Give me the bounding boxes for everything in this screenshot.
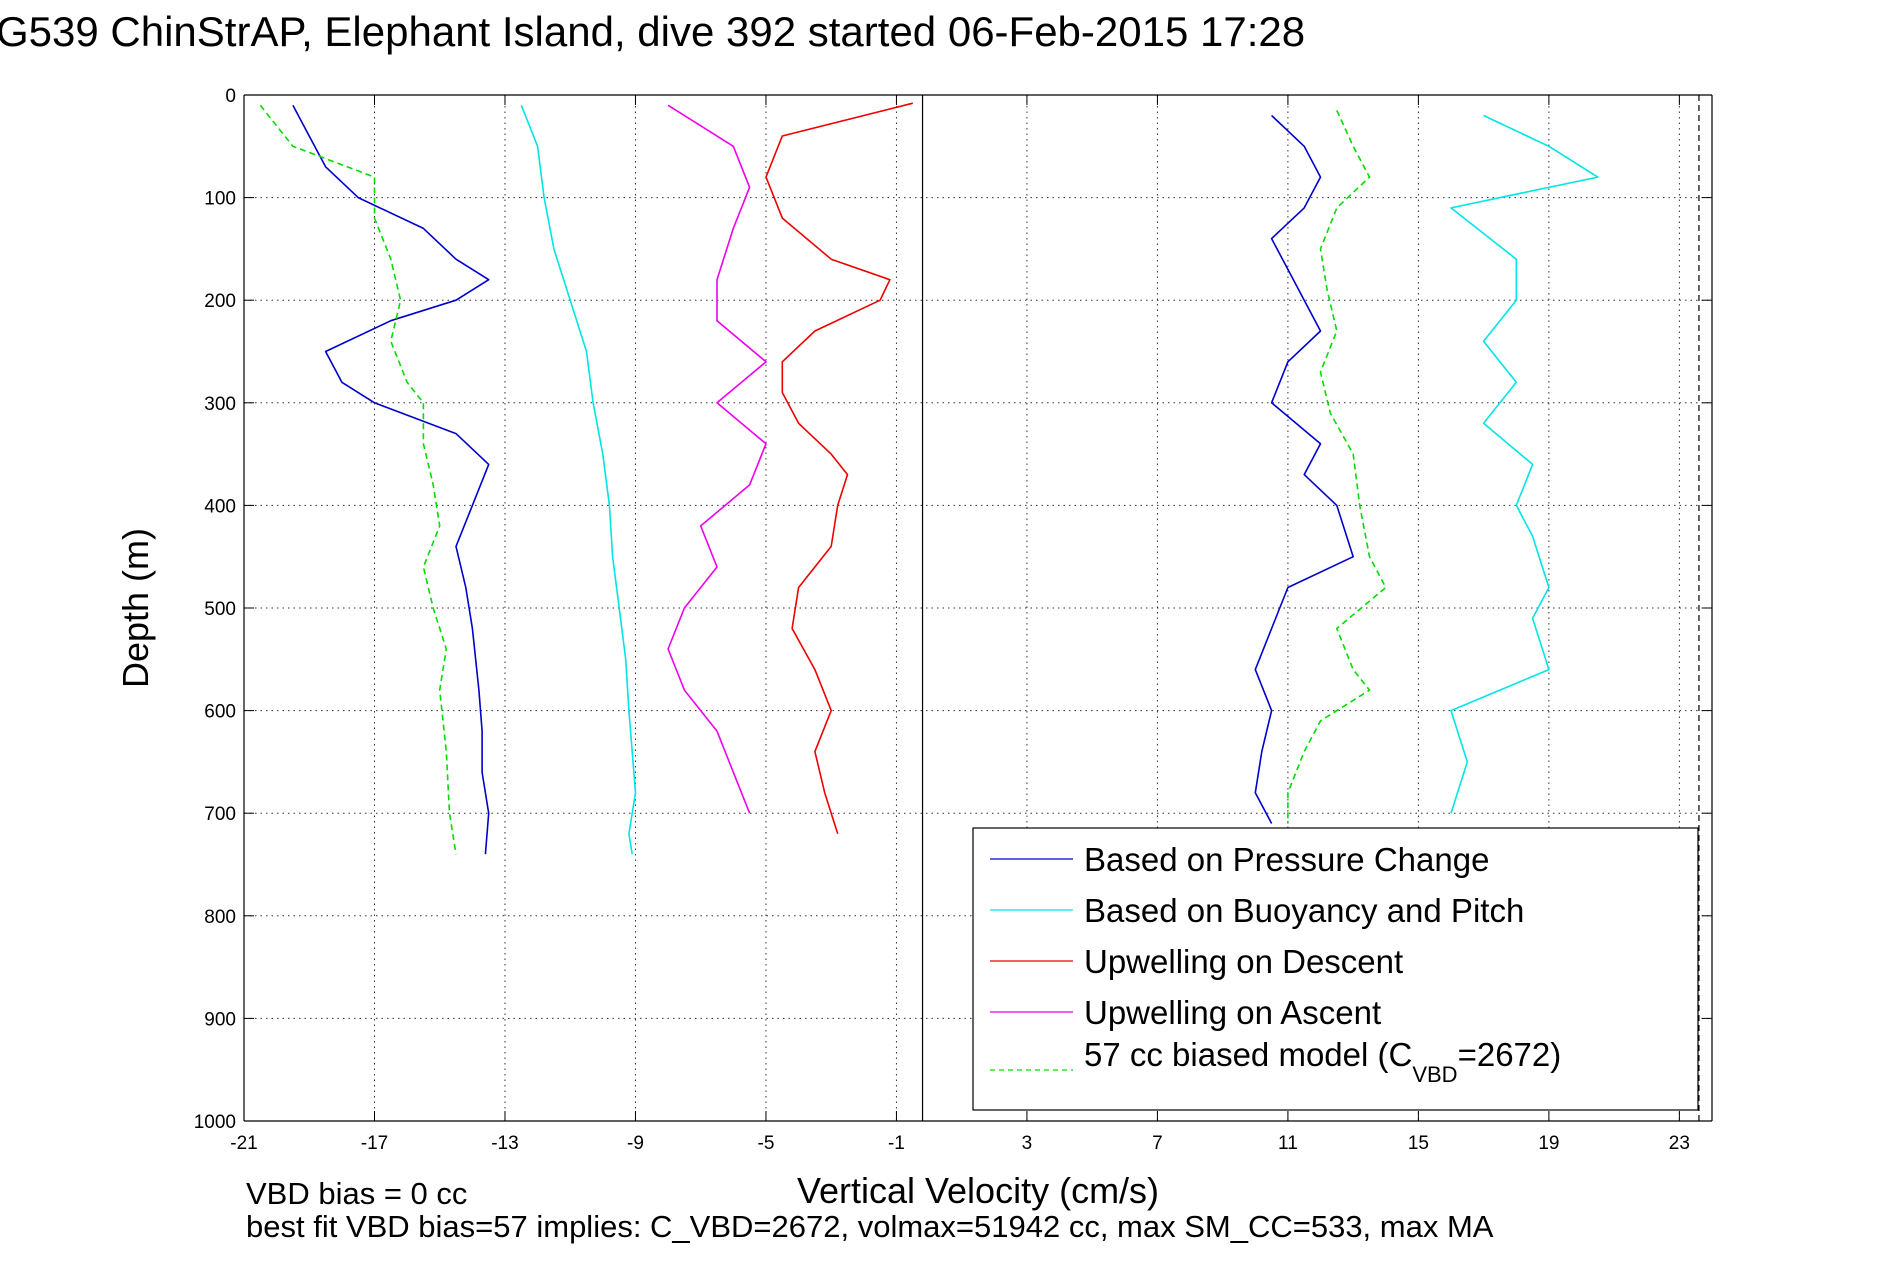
x-tick-label: -13 <box>491 1133 518 1154</box>
legend-box <box>972 827 1699 1111</box>
y-tick-label: 500 <box>204 599 236 620</box>
x-tick-label: 7 <box>1152 1133 1163 1154</box>
legend-label-model-main: 57 cc biased model (C <box>1084 1036 1412 1073</box>
y-tick-label: 300 <box>204 394 236 415</box>
y-tick-label: 700 <box>204 804 236 825</box>
reference-lines <box>921 95 1700 1121</box>
x-tick-label: 15 <box>1408 1133 1429 1154</box>
series-line-4 <box>765 102 913 834</box>
y-tick-label: 100 <box>204 189 236 210</box>
x-axis-ticks: -21 -17 -13 -9 -5 -1 3 7 11 15 19 23 <box>230 95 1690 1154</box>
series-line-6 <box>259 104 457 855</box>
legend-label-model-sub: VBD <box>1412 1062 1457 1087</box>
x-axis-label: Vertical Velocity (cm/s) <box>797 1170 1159 1211</box>
x-tick-label: 11 <box>1278 1133 1298 1154</box>
legend-label-buoyancy: Based on Buoyancy and Pitch <box>1084 892 1524 929</box>
series-line-0 <box>292 104 490 855</box>
legend-label-model-suffix: =2672) <box>1458 1036 1562 1073</box>
chart-title: G539 ChinStrAP, Elephant Island, dive 39… <box>0 8 1305 55</box>
x-tick-label: -21 <box>230 1133 257 1154</box>
legend-label-pressure: Based on Pressure Change <box>1084 841 1489 878</box>
y-axis-ticks: 0 100 200 300 400 500 600 700 800 900 1000 <box>194 86 1712 1133</box>
x-tick-label: 3 <box>1022 1133 1033 1154</box>
x-tick-label: -1 <box>888 1133 905 1154</box>
y-tick-label: 400 <box>204 496 236 517</box>
legend-label-descent: Upwelling on Descent <box>1084 943 1403 980</box>
legend-label-model: 57 cc biased model (CVBD=2672) <box>1084 1036 1561 1087</box>
y-tick-label: 900 <box>204 1009 236 1030</box>
y-axis-label: Depth (m) <box>115 528 156 688</box>
x-tick-label: -5 <box>758 1133 775 1154</box>
series-layer <box>259 102 1599 855</box>
y-tick-label: 1000 <box>194 1112 236 1133</box>
x-tick-label: -9 <box>627 1133 644 1154</box>
series-line-7 <box>1287 110 1387 824</box>
footnote-best-fit: best fit VBD bias=57 implies: C_VBD=2672… <box>246 1209 1494 1244</box>
x-tick-label: -17 <box>361 1133 388 1154</box>
y-tick-label: 200 <box>204 291 236 312</box>
series-line-5 <box>667 104 767 814</box>
series-line-2 <box>520 105 637 855</box>
legend-label-ascent: Upwelling on Ascent <box>1084 994 1381 1031</box>
x-tick-label: 23 <box>1669 1133 1690 1154</box>
y-tick-label: 0 <box>225 86 236 107</box>
x-tick-label: 19 <box>1538 1133 1559 1154</box>
series-line-1 <box>1254 114 1354 824</box>
footnote-vbd-bias: VBD bias = 0 cc <box>246 1176 467 1211</box>
y-tick-label: 600 <box>204 702 236 723</box>
legend: Based on Pressure Change Based on Buoyan… <box>972 827 1699 1111</box>
series-line-3 <box>1450 114 1599 814</box>
y-tick-label: 800 <box>204 907 236 928</box>
